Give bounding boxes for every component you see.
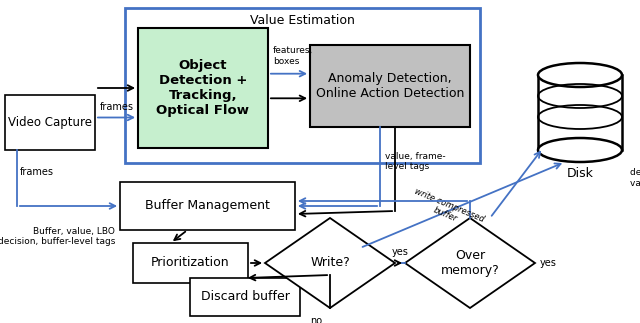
Text: Buffer Management: Buffer Management: [145, 200, 270, 213]
FancyBboxPatch shape: [538, 75, 622, 150]
Text: write compressed
buffer: write compressed buffer: [409, 187, 486, 234]
Text: Video Capture: Video Capture: [8, 116, 92, 129]
Ellipse shape: [538, 63, 622, 87]
Polygon shape: [265, 218, 395, 308]
Text: value, frame-
level tags: value, frame- level tags: [385, 152, 445, 171]
Text: Over
memory?: Over memory?: [440, 249, 499, 277]
Text: Discard buffer: Discard buffer: [200, 290, 289, 304]
FancyBboxPatch shape: [5, 95, 95, 150]
Text: frames: frames: [99, 101, 134, 111]
Text: features,
boxes: features, boxes: [273, 46, 313, 66]
Polygon shape: [405, 218, 535, 308]
Ellipse shape: [538, 138, 622, 162]
FancyBboxPatch shape: [190, 278, 300, 316]
FancyBboxPatch shape: [310, 45, 470, 127]
FancyBboxPatch shape: [120, 182, 295, 230]
Text: delete minimum
value buffer(s): delete minimum value buffer(s): [630, 168, 640, 188]
Text: Anomaly Detection,
Online Action Detection: Anomaly Detection, Online Action Detecti…: [316, 72, 464, 100]
Text: Buffer, value, LBO
decision, buffer-level tags: Buffer, value, LBO decision, buffer-leve…: [0, 227, 115, 246]
Text: Object
Detection +
Tracking,
Optical Flow: Object Detection + Tracking, Optical Flo…: [157, 59, 250, 117]
Text: yes: yes: [540, 258, 557, 268]
Text: no: no: [310, 316, 322, 323]
Text: Disk: Disk: [566, 167, 593, 180]
Text: Value Estimation: Value Estimation: [250, 14, 355, 26]
Text: Prioritization: Prioritization: [151, 256, 230, 269]
Text: frames: frames: [20, 167, 54, 177]
FancyBboxPatch shape: [133, 243, 248, 283]
Text: yes: yes: [392, 247, 408, 257]
FancyBboxPatch shape: [138, 28, 268, 148]
Text: Write?: Write?: [310, 256, 350, 269]
